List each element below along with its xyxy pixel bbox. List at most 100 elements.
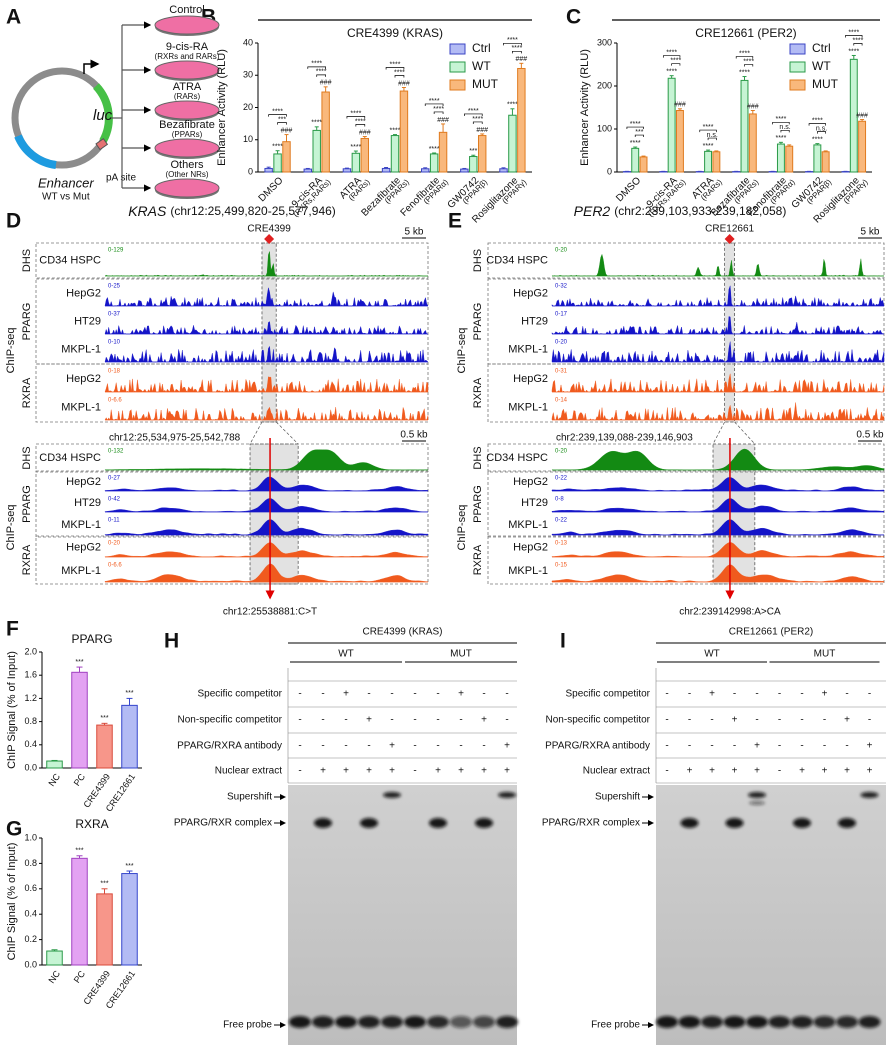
factor-label: PPARG	[472, 485, 484, 523]
gel-band	[450, 1016, 472, 1028]
comparison-bracket	[424, 103, 444, 106]
treatment-target: (Other NRs)	[165, 170, 208, 179]
condition-sign: -	[688, 689, 691, 700]
gel-band	[498, 792, 516, 798]
cell-label: HT29	[74, 497, 101, 509]
signal-track	[104, 563, 429, 583]
bar	[704, 150, 713, 173]
condition-sign: -	[688, 715, 691, 726]
signal-track	[104, 476, 429, 492]
legend-label: Ctrl	[472, 41, 491, 55]
scale-label: 0.5 kb	[856, 430, 884, 441]
condition-sign: +	[481, 715, 487, 726]
gene-name: KRAS	[128, 203, 167, 219]
cell-label: MKPL-1	[61, 343, 101, 355]
comparison-label: ***	[278, 116, 286, 123]
condition-sign: -	[800, 689, 803, 700]
bar	[821, 151, 830, 173]
comparison-label: ****	[472, 116, 483, 123]
cell-label: HepG2	[513, 373, 548, 385]
condition-sign: -	[413, 715, 416, 726]
condition-sign: -	[298, 766, 301, 777]
bar	[282, 141, 291, 173]
cell-label: MKPL-1	[508, 565, 548, 577]
band-label: Supershift	[595, 792, 640, 803]
signal-track	[551, 373, 885, 393]
bar	[273, 153, 282, 173]
data-range: 0-17	[555, 312, 568, 318]
bar	[321, 91, 330, 173]
cell-label: HT29	[74, 315, 101, 327]
bar	[438, 131, 448, 173]
bar	[499, 168, 508, 173]
comparison-bracket	[433, 111, 444, 114]
region-title: PER2 (chr2:239,103,933-239,182,058)	[574, 203, 787, 219]
y-tick-label: 0.0	[24, 959, 37, 969]
signal-track	[104, 449, 429, 471]
comparison-label: ****	[670, 58, 681, 65]
legend-swatch	[789, 61, 806, 73]
gel-band	[793, 818, 811, 828]
cell-label: CD34 HSPC	[39, 452, 101, 464]
comparison-label: ****	[350, 110, 361, 117]
data-range: 0-20	[555, 248, 568, 254]
gel-band	[429, 818, 447, 828]
significance-mark: ***	[125, 863, 133, 870]
bar	[71, 857, 88, 966]
gel-band	[383, 792, 401, 798]
comparison-bracket	[626, 126, 644, 130]
factor-label: RXRA	[472, 377, 484, 408]
condition-sign: +	[366, 766, 372, 777]
condition-sign: -	[367, 689, 370, 700]
y-tick-label: 30	[243, 70, 253, 80]
variant-label: chr2:239142998:A>CA	[679, 607, 781, 618]
condition-sign: +	[343, 766, 349, 777]
gel-band	[791, 1016, 813, 1028]
assay-label: DHS	[21, 249, 33, 272]
condition-sign: -	[298, 715, 301, 726]
condition-label: Nuclear extract	[583, 766, 650, 777]
comparison-bracket	[735, 56, 754, 59]
comparison-bracket	[671, 63, 681, 66]
bar	[360, 137, 370, 173]
bar	[351, 152, 361, 173]
culture-dish	[154, 60, 220, 80]
emsa-title: CRE12661 (PER2)	[729, 627, 813, 638]
treatment-target: (PPARs)	[172, 130, 203, 139]
gel-band	[723, 1016, 746, 1028]
significance-mark: ****	[390, 127, 401, 134]
condition-sign: +	[389, 766, 395, 777]
track-group-box	[487, 242, 885, 279]
signal-track	[551, 564, 885, 583]
significance-mark: ****	[739, 69, 750, 76]
signal-track	[104, 321, 428, 335]
cell-label: HepG2	[66, 287, 101, 299]
comparison-bracket	[707, 137, 717, 141]
bar	[858, 120, 867, 173]
condition-sign: -	[778, 741, 781, 752]
comparison-label: ****	[812, 117, 823, 124]
y-tick-label: 0.0	[24, 762, 37, 772]
signal-track	[551, 253, 885, 277]
gel-band	[496, 1016, 518, 1028]
bar	[303, 168, 313, 173]
cell-label: HepG2	[513, 287, 548, 299]
cell-label: HepG2	[513, 476, 548, 488]
bar	[342, 168, 352, 173]
treatment-name: 9-cis-RA	[166, 41, 209, 53]
signal-track	[551, 477, 885, 492]
comparison-label: ****	[316, 69, 327, 76]
y-tick-label: 1.6	[24, 670, 37, 680]
cell-label: MKPL-1	[508, 519, 548, 531]
comparison-label: ****	[272, 108, 283, 115]
condition-sign: -	[665, 741, 668, 752]
condition-sign: -	[665, 766, 668, 777]
track-group-box	[35, 470, 429, 538]
condition-sign: -	[459, 715, 462, 726]
condition-sign: -	[778, 766, 781, 777]
comparison-label: ****	[703, 124, 714, 131]
y-axis-label: Enhancer Activity (RLU)	[216, 49, 228, 166]
y-tick-label: 100	[597, 123, 612, 133]
bar	[96, 893, 113, 966]
condition-label: Specific competitor	[198, 689, 283, 700]
